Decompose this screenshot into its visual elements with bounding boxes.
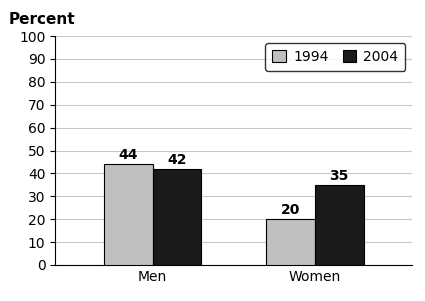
Text: 44: 44 xyxy=(119,148,138,162)
Bar xyxy=(315,185,363,265)
Text: Percent: Percent xyxy=(9,12,76,27)
Text: 35: 35 xyxy=(329,169,349,182)
Bar xyxy=(104,164,153,265)
Bar xyxy=(153,169,201,265)
Text: 20: 20 xyxy=(281,203,300,217)
Bar xyxy=(266,219,315,265)
Text: 42: 42 xyxy=(167,153,187,166)
Legend: 1994, 2004: 1994, 2004 xyxy=(266,43,405,71)
